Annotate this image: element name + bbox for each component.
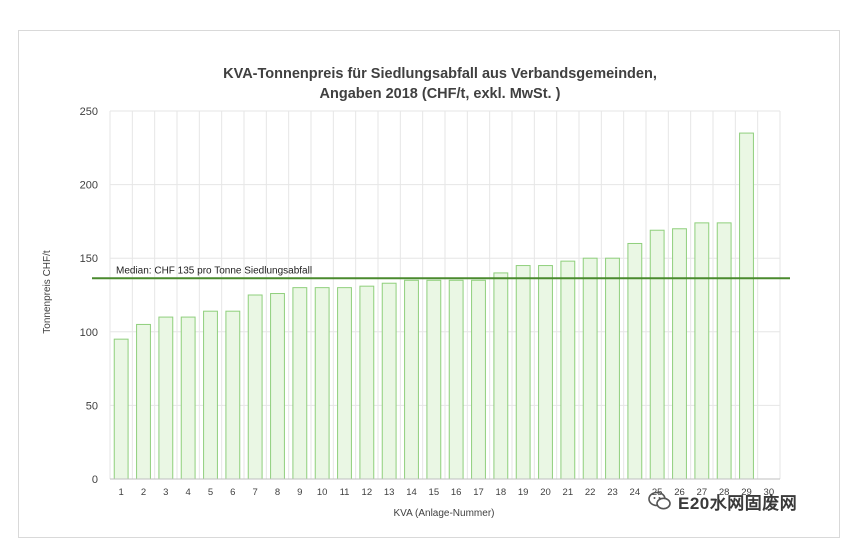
bar-12 xyxy=(359,285,375,480)
x-tick-label: 21 xyxy=(563,487,574,498)
bar-20 xyxy=(538,265,553,480)
bar-27 xyxy=(694,222,710,480)
x-tick-label: 13 xyxy=(384,487,395,498)
y-tick-label: 100 xyxy=(80,327,98,339)
x-tick-label: 19 xyxy=(518,487,529,498)
bar-16 xyxy=(448,279,464,480)
x-tick-label: 3 xyxy=(163,487,168,498)
bar-19 xyxy=(515,265,531,480)
bar-10 xyxy=(314,287,330,480)
bar-11 xyxy=(337,287,352,480)
x-tick-label: 1 xyxy=(119,487,124,498)
x-tick-label: 5 xyxy=(208,487,213,498)
x-tick-label: 7 xyxy=(253,487,258,498)
x-tick-label: 11 xyxy=(340,487,350,498)
y-tick-label: 0 xyxy=(92,474,98,486)
x-tick-label: 28 xyxy=(719,487,730,498)
bar-25 xyxy=(649,229,665,480)
y-tick-label: 200 xyxy=(80,180,98,192)
bar-29 xyxy=(739,132,754,480)
x-tick-label: 8 xyxy=(275,487,280,498)
x-axis-label: KVA (Anlage-Nummer) xyxy=(394,508,495,519)
x-tick-label: 26 xyxy=(674,487,685,498)
y-tick-label: 250 xyxy=(80,106,98,118)
bar-15 xyxy=(426,279,442,480)
bar-26 xyxy=(672,228,687,480)
y-tick-label: 50 xyxy=(86,400,98,412)
watermark-text: E20水网固废网 xyxy=(678,493,798,513)
y-axis-label: Tonnenpreis CHF/t xyxy=(42,250,53,334)
bar-2 xyxy=(136,323,151,480)
x-tick-label: 17 xyxy=(473,487,484,498)
x-tick-label: 10 xyxy=(317,487,328,498)
x-tick-label: 30 xyxy=(764,487,775,498)
bar-3 xyxy=(158,316,174,480)
x-tick-label: 2 xyxy=(141,487,146,498)
bar-6 xyxy=(225,310,241,480)
bar-13 xyxy=(381,282,397,480)
x-tick-label: 16 xyxy=(451,487,462,498)
x-tick-label: 9 xyxy=(297,487,302,498)
x-tick-label: 20 xyxy=(540,487,551,498)
x-tick-label: 29 xyxy=(741,487,752,498)
wechat-icon xyxy=(648,491,671,510)
y-axis-ticks: 0 50 100 150 200 250 xyxy=(80,106,98,486)
bar-1 xyxy=(113,338,129,480)
x-axis-ticks: 1 2 3 4 5 6 7 8 9 10 11 12 13 14 15 16 17 18 19 20 21 22 23 24 2… xyxy=(119,487,775,498)
x-tick-label: 4 xyxy=(186,487,191,498)
bar-17 xyxy=(471,279,486,480)
chart-title-line1: KVA-Tonnenpreis für Siedlungsabfall aus … xyxy=(223,66,657,82)
bar-21 xyxy=(560,260,576,480)
y-tick-label: 150 xyxy=(80,253,98,265)
x-tick-label: 27 xyxy=(697,487,708,498)
x-tick-label: 22 xyxy=(585,487,596,498)
bar-23 xyxy=(605,257,620,480)
bar-9 xyxy=(292,287,308,480)
x-tick-label: 23 xyxy=(607,487,618,498)
x-tick-label: 24 xyxy=(630,487,641,498)
bar-4 xyxy=(180,316,196,480)
watermark: E20水网固废网 xyxy=(648,488,828,514)
x-tick-label: 14 xyxy=(406,487,417,498)
x-tick-label: 6 xyxy=(230,487,235,498)
x-tick-label: 15 xyxy=(429,487,440,498)
x-tick-label: 12 xyxy=(362,487,373,498)
bar-22 xyxy=(582,257,598,480)
gridlines xyxy=(109,110,781,480)
bar-8 xyxy=(270,293,285,480)
bar-7 xyxy=(247,294,263,480)
median-label: Median: CHF 135 pro Tonne Siedlungsabfal… xyxy=(116,265,312,276)
bar-5 xyxy=(203,310,218,480)
bar-14 xyxy=(404,279,419,480)
chart-title-line2: Angaben 2018 (CHF/t, exkl. MwSt. ) xyxy=(320,86,561,102)
bar-18 xyxy=(493,272,509,480)
bar-28 xyxy=(716,222,732,480)
x-tick-label: 18 xyxy=(496,487,507,498)
